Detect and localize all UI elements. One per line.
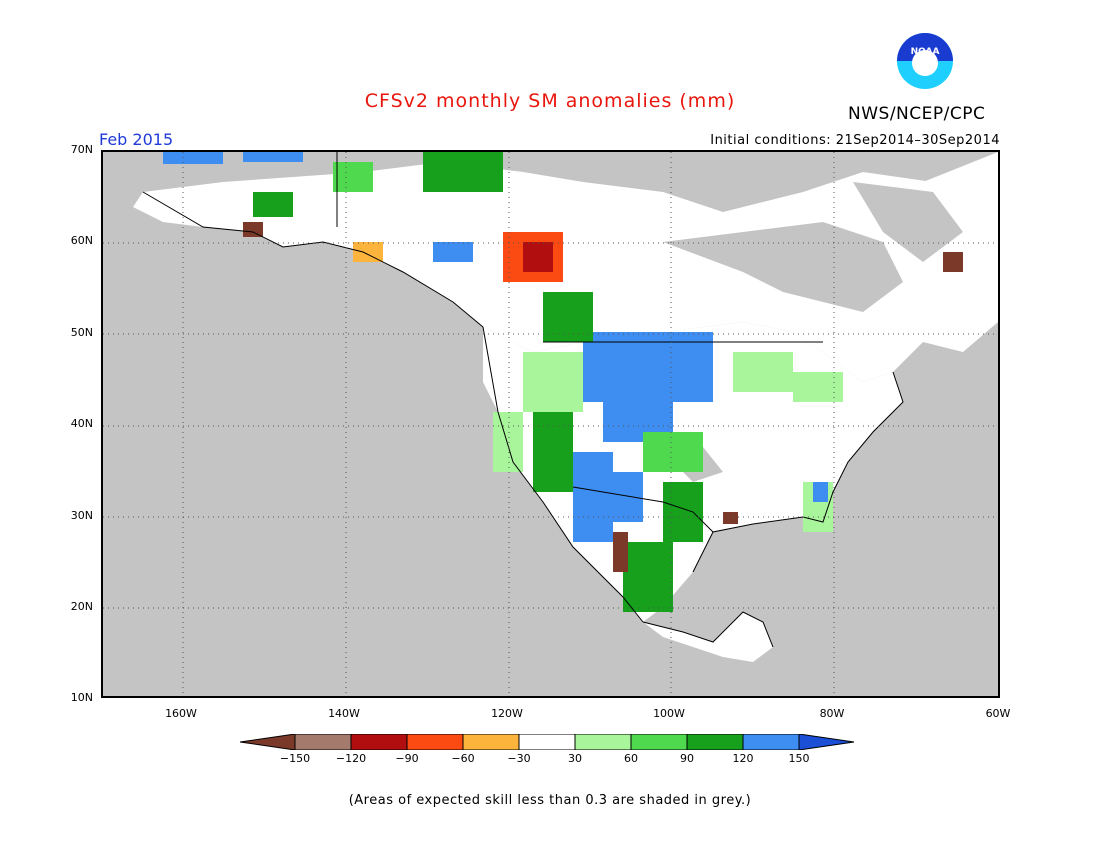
lon-label: 140W bbox=[328, 707, 360, 720]
legend-label: 120 bbox=[732, 752, 754, 765]
lat-label: 70N bbox=[70, 143, 93, 156]
anomaly-map bbox=[103, 152, 998, 696]
noaa-logo: NOAA bbox=[897, 33, 953, 89]
legend-label: 60 bbox=[624, 752, 638, 765]
legend-label: 150 bbox=[788, 752, 810, 765]
legend-bin bbox=[350, 734, 408, 750]
lat-label: 40N bbox=[70, 417, 93, 430]
legend-bin bbox=[574, 734, 632, 750]
legend-label: −90 bbox=[395, 752, 419, 765]
legend-bin bbox=[406, 734, 464, 750]
chart-title: CFSv2 monthly SM anomalies (mm) bbox=[364, 90, 736, 112]
legend-bin bbox=[742, 734, 800, 750]
logo-text: NOAA bbox=[911, 47, 940, 57]
lon-label: 80W bbox=[819, 707, 845, 720]
legend-label: −120 bbox=[335, 752, 367, 765]
lat-label: 10N bbox=[70, 691, 93, 704]
forecast-month: Feb 2015 bbox=[99, 130, 174, 149]
initial-conditions: Initial conditions: 21Sep2014–30Sep2014 bbox=[710, 133, 1000, 148]
legend-bin bbox=[630, 734, 688, 750]
map-panel bbox=[101, 150, 1000, 698]
lat-label: 60N bbox=[70, 234, 93, 247]
legend-bin bbox=[686, 734, 744, 750]
lon-label: 160W bbox=[165, 707, 197, 720]
anomaly-patches bbox=[163, 152, 963, 612]
legend-bin bbox=[294, 734, 352, 750]
color-legend bbox=[240, 734, 855, 750]
legend-bin bbox=[518, 734, 576, 750]
legend-arrow-high bbox=[798, 734, 855, 750]
legend-bin bbox=[462, 734, 520, 750]
legend-label: 30 bbox=[568, 752, 582, 765]
agency-label: NWS/NCEP/CPC bbox=[848, 104, 986, 124]
lat-label: 50N bbox=[70, 326, 93, 339]
legend-label: 90 bbox=[680, 752, 694, 765]
legend-label: −150 bbox=[279, 752, 311, 765]
legend-arrow-low bbox=[240, 734, 296, 750]
boundaries bbox=[142, 152, 904, 648]
legend-label: −60 bbox=[451, 752, 475, 765]
legend-label: −30 bbox=[507, 752, 531, 765]
lon-label: 60W bbox=[985, 707, 1011, 720]
skill-note: (Areas of expected skill less than 0.3 a… bbox=[348, 793, 752, 808]
lon-label: 120W bbox=[491, 707, 523, 720]
lat-label: 20N bbox=[70, 600, 93, 613]
lon-label: 100W bbox=[653, 707, 685, 720]
lat-label: 30N bbox=[70, 509, 93, 522]
graticule bbox=[103, 152, 998, 696]
